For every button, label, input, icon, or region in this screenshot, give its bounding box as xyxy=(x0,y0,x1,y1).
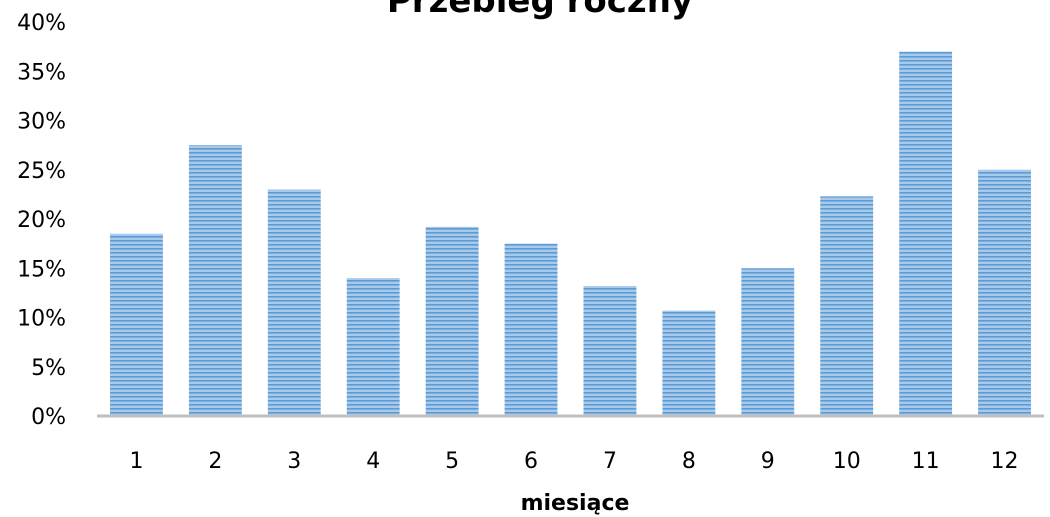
y-tick-label: 5% xyxy=(31,356,66,381)
x-tick-label: 2 xyxy=(208,449,222,474)
x-tick-label: 7 xyxy=(603,449,617,474)
y-tick-label: 25% xyxy=(17,159,66,184)
bar xyxy=(504,243,558,416)
y-tick-label: 10% xyxy=(17,307,66,332)
bar xyxy=(820,196,874,416)
x-tick-label: 1 xyxy=(129,449,143,474)
bar xyxy=(899,51,953,417)
y-axis-tick-labels: 0% 5% 10% 15% 20% 25% 30% 35% 40% xyxy=(17,11,66,430)
x-axis-title: miesiące xyxy=(521,491,630,516)
x-tick-label: 10 xyxy=(833,449,861,474)
x-tick-label: 12 xyxy=(991,449,1019,474)
bar xyxy=(110,233,163,416)
x-tick-label: 11 xyxy=(912,449,940,474)
y-tick-label: 30% xyxy=(17,110,66,135)
y-tick-label: 35% xyxy=(17,60,66,85)
bar xyxy=(741,268,795,416)
x-axis-tick-labels: 1 2 3 4 5 6 7 8 9 10 11 12 xyxy=(129,449,1018,474)
x-tick-label: 9 xyxy=(761,449,775,474)
bar xyxy=(188,145,242,416)
bars-group xyxy=(110,51,1031,417)
x-tick-label: 4 xyxy=(366,449,380,474)
x-tick-label: 3 xyxy=(287,449,301,474)
y-tick-label: 0% xyxy=(31,405,66,430)
x-tick-label: 8 xyxy=(682,449,696,474)
bar xyxy=(662,310,716,416)
bar xyxy=(583,285,637,416)
chart-title: Przebieg roczny xyxy=(387,0,693,21)
bar xyxy=(267,189,321,416)
x-tick-label: 5 xyxy=(445,449,459,474)
bar xyxy=(425,226,479,416)
y-tick-label: 20% xyxy=(17,208,66,233)
y-tick-label: 40% xyxy=(17,11,66,36)
bar xyxy=(346,278,400,416)
bar xyxy=(978,169,1031,416)
y-tick-label: 15% xyxy=(17,257,66,282)
x-tick-label: 6 xyxy=(524,449,538,474)
